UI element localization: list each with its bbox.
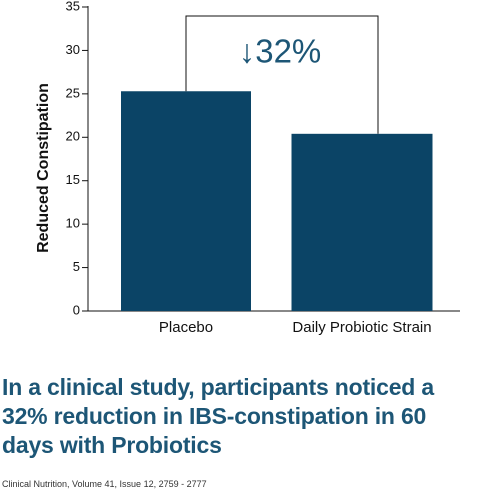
x-tick-label: Daily Probiotic Strain — [292, 319, 432, 336]
y-tick-label: 0 — [73, 302, 80, 317]
headline: In a clinical study, participants notice… — [2, 374, 434, 458]
chart: Reduced Constipation 0 5 10 15 20 25 30 35 ↓32% — [35, 0, 460, 317]
citation: Clinical Nutrition, Volume 41, Issue 12,… — [2, 479, 207, 489]
y-tick-label: 15 — [66, 172, 80, 187]
annotation: ↓32% — [239, 33, 322, 70]
bracket — [185, 15, 379, 134]
bar — [121, 91, 251, 311]
y-tick-label: 30 — [66, 42, 80, 57]
y-tick-label: 10 — [66, 216, 80, 231]
y-tick-label: 25 — [66, 85, 80, 100]
y-tick-label: 35 — [66, 0, 80, 13]
bar — [291, 133, 433, 311]
y-tick-label: 5 — [73, 259, 80, 274]
x-tick-label: Placebo — [158, 319, 214, 336]
y-axis-label: Reduced Constipation — [35, 83, 52, 253]
y-tick-label: 20 — [66, 129, 80, 144]
